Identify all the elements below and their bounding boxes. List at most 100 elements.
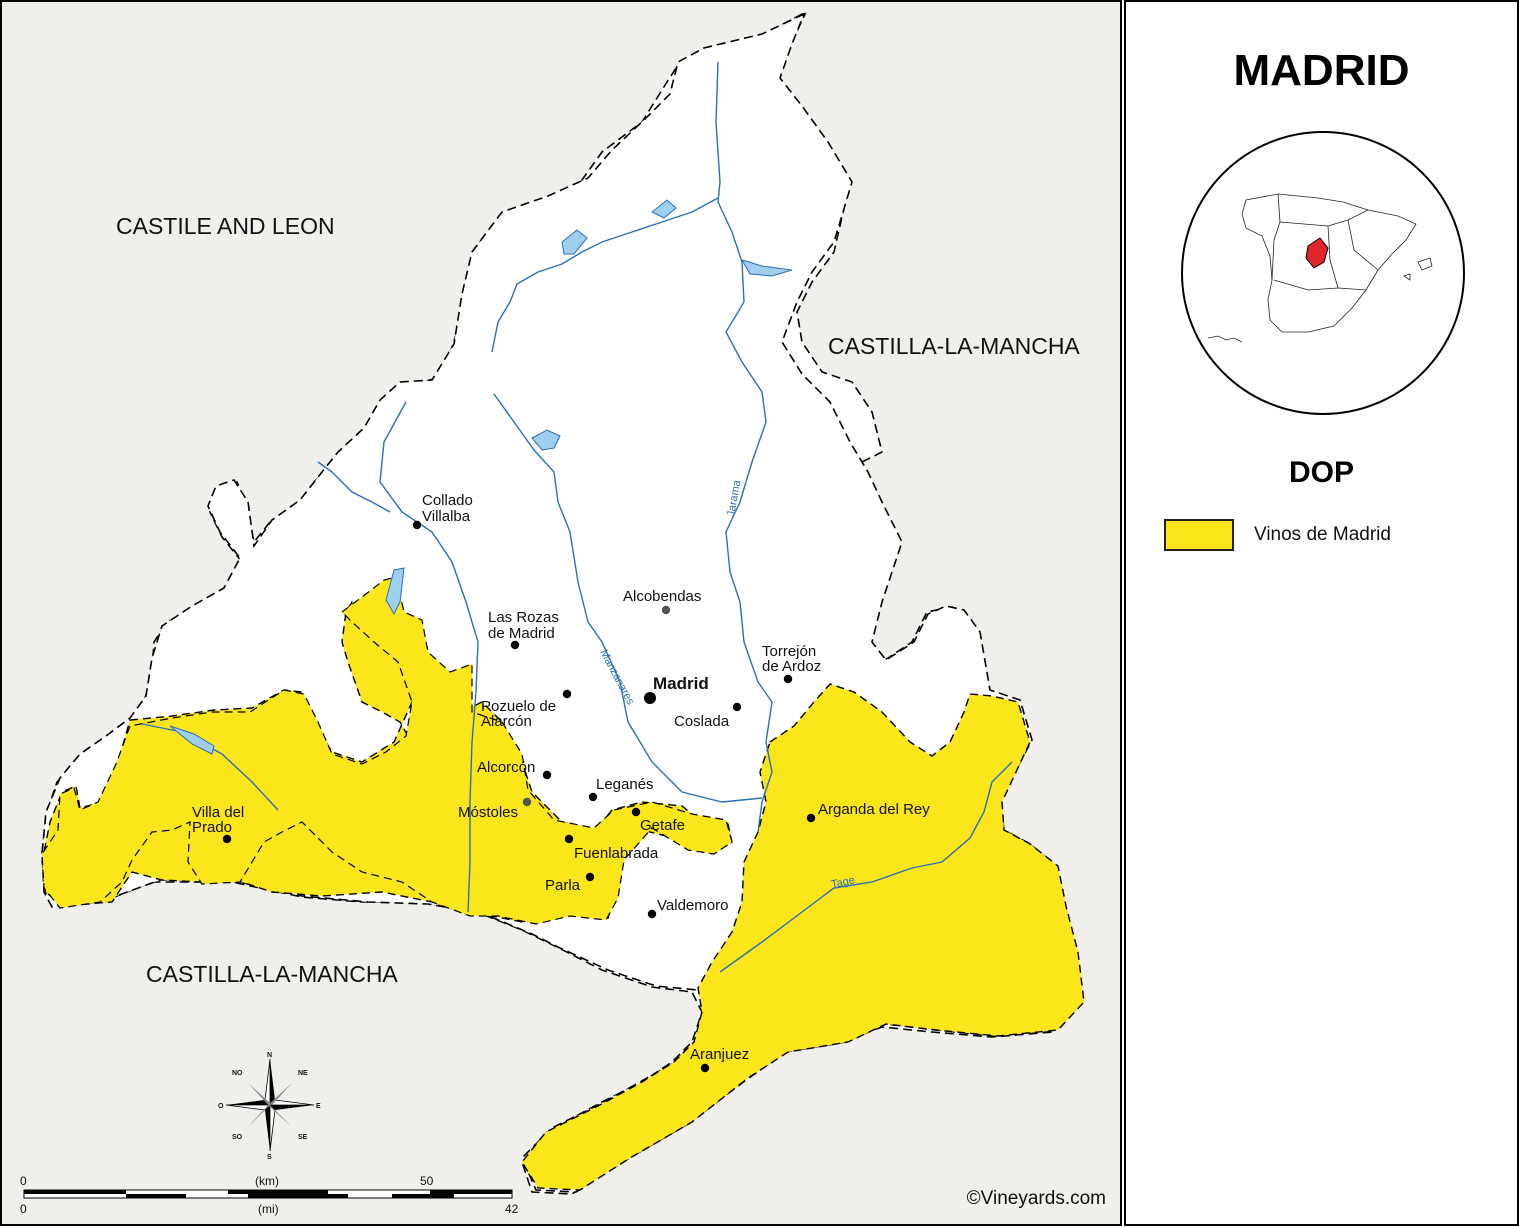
city-label-alcobendas: Alcobendas <box>623 588 701 605</box>
dop-area-east <box>521 683 1085 1191</box>
legend-heading: DOP <box>1288 456 1354 489</box>
city-label-rozas-2: de Madrid <box>488 625 555 642</box>
region-castilla-mancha-east: CASTILLA-LA-MANCHA <box>828 333 1080 359</box>
scale-km-unit: (km) <box>255 1174 279 1188</box>
city-dot-pozuelo <box>562 689 572 699</box>
city-label-fuenlabrada: Fuenlabrada <box>574 845 659 862</box>
city-label-alcorcon: Alcorcón <box>477 759 535 776</box>
city-dot-villa-prado <box>222 834 232 844</box>
scale-seg-4 <box>126 1194 186 1198</box>
city-label-villa-prado-2: Prado <box>192 819 232 836</box>
compass-se: SE <box>298 1134 308 1141</box>
inset-region-divider-4 <box>1327 225 1339 289</box>
city-label-leganes: Leganés <box>596 776 654 793</box>
inset-spain-outline <box>1241 193 1417 333</box>
inset-region-divider-3 <box>1273 279 1367 291</box>
compass-arm-e-light <box>269 1099 315 1106</box>
river-label-tage: Tage <box>830 874 856 891</box>
city-dot-getafe <box>631 807 641 817</box>
compass-rose: N S E O NE NO SE SO <box>218 1052 321 1161</box>
city-label-valdemoro: Valdemoro <box>657 897 728 914</box>
city-label-rozas-1: Las Rozas <box>488 609 559 626</box>
reservoir-5 <box>385 567 405 616</box>
compass-arm-e <box>270 1105 314 1110</box>
scale-km-zero: 0 <box>20 1174 27 1188</box>
scale-mi-max: 42 <box>505 1202 519 1216</box>
compass-arm-n-light <box>264 1058 271 1106</box>
city-dot-fuenlabrada <box>564 834 574 844</box>
compass-o: O <box>218 1103 224 1110</box>
rivers <box>141 61 1013 973</box>
city-label-parla: Parla <box>545 877 581 894</box>
scale-km-max: 50 <box>420 1174 434 1188</box>
city-dot-arganda <box>806 813 816 823</box>
city-dot-alcobendas <box>661 605 671 615</box>
city-label-collado-2: Villalba <box>422 508 471 525</box>
inset-region-divider-2 <box>1279 209 1369 227</box>
reservoir-6 <box>169 725 215 755</box>
reservoir-2 <box>561 229 588 255</box>
city-label-pozuelo-1: Pozuelo de <box>481 698 556 715</box>
compass-arm-w <box>226 1100 270 1105</box>
compass-arm-n <box>270 1059 275 1105</box>
community-map: CASTILE AND LEON CASTILLA-LA-MANCHA CAST… <box>20 12 1085 1216</box>
reservoirs <box>169 199 793 755</box>
map-title: MADRID <box>1233 46 1410 95</box>
inset-region-divider-5 <box>1347 219 1379 271</box>
inset-balearic-1 <box>1417 257 1433 271</box>
inset-balearic-2 <box>1403 273 1411 281</box>
city-label-torrejon-1: Torrejón <box>762 643 816 660</box>
dop-area-west-main <box>41 576 733 925</box>
spain-locator-map <box>1181 131 1465 415</box>
compass-s: S <box>267 1154 272 1161</box>
city-label-arganda: Arganda del Rey <box>818 801 930 818</box>
city-dot-mostoles <box>522 797 532 807</box>
scale-seg-3 <box>430 1190 512 1194</box>
scale-bar: 0 (km) 50 0 (mi) 42 <box>20 1174 519 1216</box>
inset-region-divider-1 <box>1271 193 1281 281</box>
legend-panel: MADRID DOP Vinos de Madrid <box>1124 0 1519 1226</box>
city-label-mostoles: Móstoles <box>458 804 518 821</box>
river-guadarrama <box>379 401 479 913</box>
city-dot-torrejon <box>783 674 793 684</box>
river-jarama <box>715 61 773 833</box>
city-dot-rozas <box>510 640 520 650</box>
scale-mi-unit: (mi) <box>258 1202 279 1216</box>
scale-seg-6 <box>392 1194 454 1198</box>
region-castile-leon: CASTILE AND LEON <box>116 213 335 239</box>
compass-arm-s-light <box>269 1104 276 1152</box>
inset-canary <box>1207 335 1243 343</box>
legend-label-dop: Vinos de Madrid <box>1254 524 1391 545</box>
city-dot-parla <box>585 872 595 882</box>
river-west-branch <box>331 471 391 513</box>
legend-swatch-dop <box>1164 519 1234 551</box>
region-castilla-mancha-south: CASTILLA-LA-MANCHA <box>146 961 398 987</box>
city-label-coslada: Coslada <box>674 713 730 730</box>
scale-seg-2 <box>228 1190 328 1194</box>
city-label-collado-1: Collado <box>422 492 473 509</box>
compass-arm-s <box>265 1105 270 1151</box>
compass-arm-w-light <box>225 1104 271 1111</box>
river-manzanares <box>493 393 763 803</box>
legend-item-vinos-de-madrid: Vinos de Madrid <box>1164 519 1391 551</box>
city-labels: Collado Villalba Alcobendas Las Rozas de… <box>192 492 930 1063</box>
city-dot-collado <box>412 520 422 530</box>
city-label-villa-prado-1: Villa del <box>192 804 244 821</box>
city-dot-madrid <box>644 692 656 704</box>
inset-spain-regions <box>1207 193 1433 343</box>
compass-arm-diag2 <box>248 1083 292 1127</box>
copyright-notice: ©Vineyards.com <box>966 1188 1106 1209</box>
city-label-torrejon-2: de Ardoz <box>762 658 821 675</box>
inset-madrid-highlight <box>1305 237 1329 269</box>
compass-no: NO <box>232 1070 243 1077</box>
river-upper <box>491 197 719 353</box>
city-label-getafe: Getafe <box>640 817 685 834</box>
scale-seg-5 <box>248 1194 348 1198</box>
city-markers <box>222 520 816 1073</box>
compass-e: E <box>316 1103 321 1110</box>
city-dot-valdemoro <box>647 909 657 919</box>
reservoir-4 <box>740 259 793 277</box>
scale-seg-1 <box>24 1190 126 1194</box>
river-alberche <box>141 723 279 811</box>
